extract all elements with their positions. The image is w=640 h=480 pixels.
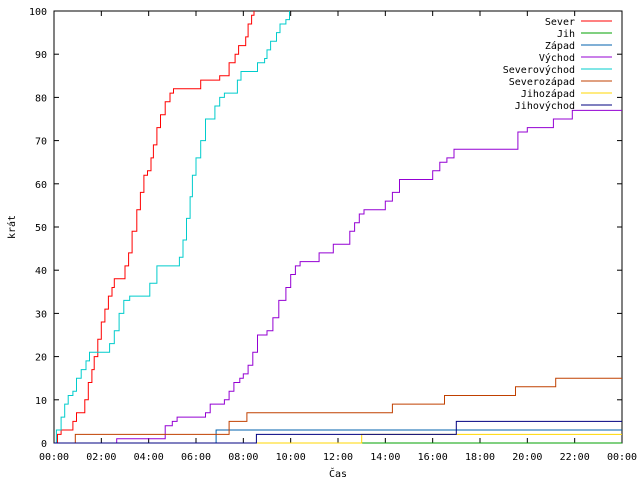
x-tick-label: 16:00 <box>418 452 448 463</box>
y-tick-label: 70 <box>35 137 47 148</box>
y-tick-label: 40 <box>35 266 47 277</box>
y-tick-label: 80 <box>35 93 47 104</box>
y-tick-label: 30 <box>35 309 47 320</box>
y-tick-label: 20 <box>35 353 47 364</box>
x-tick-label: 18:00 <box>465 452 495 463</box>
x-tick-label: 02:00 <box>86 452 116 463</box>
series-line <box>54 11 290 444</box>
legend-entry-label: Severovýchod <box>503 64 575 76</box>
ticks: 00:00 02:00 04:00 06:00 08:00 10:00 12:00 14:00… <box>29 7 637 463</box>
series-line <box>54 377 622 444</box>
series-group <box>54 11 622 444</box>
legend-entry-label: Jihovýchod <box>515 100 575 112</box>
legend-entry-label: Sever <box>545 17 575 28</box>
x-tick-label: 22:00 <box>560 452 590 463</box>
series-line <box>54 420 622 444</box>
series-line <box>54 109 622 444</box>
x-tick-label: 08:00 <box>228 452 258 463</box>
x-axis-label: Čas <box>329 467 347 480</box>
y-tick-label: 90 <box>35 50 47 61</box>
x-tick-label: 10:00 <box>276 452 306 463</box>
legend-entry-label: Východ <box>539 52 575 64</box>
y-tick-label: 50 <box>35 223 47 234</box>
x-tick-label: 12:00 <box>323 452 353 463</box>
y-tick-label: 60 <box>35 180 47 191</box>
y-tick-label: 0 <box>41 439 47 450</box>
x-tick-label: 14:00 <box>370 452 400 463</box>
y-tick-label: 100 <box>29 7 47 18</box>
x-tick-label: 04:00 <box>134 452 164 463</box>
x-tick-label: 20:00 <box>512 452 542 463</box>
legend-entry-label: Jih <box>557 29 575 40</box>
x-tick-label: 00:00 <box>607 452 637 463</box>
y-axis-label: krát <box>6 215 18 239</box>
x-tick-label: 06:00 <box>181 452 211 463</box>
legend-entry-label: Západ <box>545 40 575 52</box>
y-tick-label: 10 <box>35 396 47 407</box>
legend: SeverJihZápadVýchodSeverovýchodSeverozáp… <box>503 17 612 112</box>
series-line <box>54 11 255 444</box>
legend-entry-label: Severozápad <box>509 76 575 88</box>
legend-entry-label: Jihozápad <box>521 88 575 100</box>
x-tick-label: 00:00 <box>39 452 69 463</box>
